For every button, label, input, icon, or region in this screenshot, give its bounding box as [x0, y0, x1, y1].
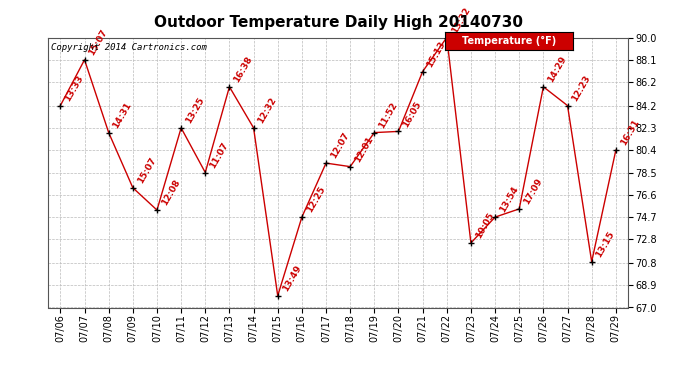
Text: 13:54: 13:54 — [498, 185, 520, 214]
Text: 16:05: 16:05 — [402, 99, 423, 129]
Text: 14:29: 14:29 — [546, 54, 569, 84]
Text: 13:32: 13:32 — [450, 5, 472, 35]
Text: 16:31: 16:31 — [619, 118, 641, 147]
Text: 15:07: 15:07 — [88, 28, 110, 57]
Text: 12:32: 12:32 — [257, 96, 279, 125]
Text: 13:49: 13:49 — [281, 264, 303, 293]
Text: Copyright 2014 Cartronics.com: Copyright 2014 Cartronics.com — [51, 43, 207, 52]
Text: 16:38: 16:38 — [233, 55, 255, 84]
Text: 11:07: 11:07 — [208, 140, 230, 170]
Text: 13:15: 13:15 — [595, 230, 617, 259]
Text: 15:13: 15:13 — [426, 39, 448, 69]
Text: 13:25: 13:25 — [184, 96, 206, 125]
Title: Outdoor Temperature Daily High 20140730: Outdoor Temperature Daily High 20140730 — [154, 15, 522, 30]
Text: 12:23: 12:23 — [571, 74, 593, 103]
Text: 12:25: 12:25 — [305, 185, 327, 214]
Text: 17:09: 17:09 — [522, 177, 544, 206]
Text: 12:01: 12:01 — [353, 135, 375, 164]
Text: 13:33: 13:33 — [63, 74, 86, 103]
Text: 12:07: 12:07 — [329, 131, 351, 160]
Text: 12:08: 12:08 — [160, 178, 181, 207]
Text: 15:07: 15:07 — [136, 156, 158, 185]
Text: 10:05: 10:05 — [474, 211, 495, 240]
Text: 14:31: 14:31 — [112, 100, 134, 130]
Text: 11:52: 11:52 — [377, 100, 400, 130]
